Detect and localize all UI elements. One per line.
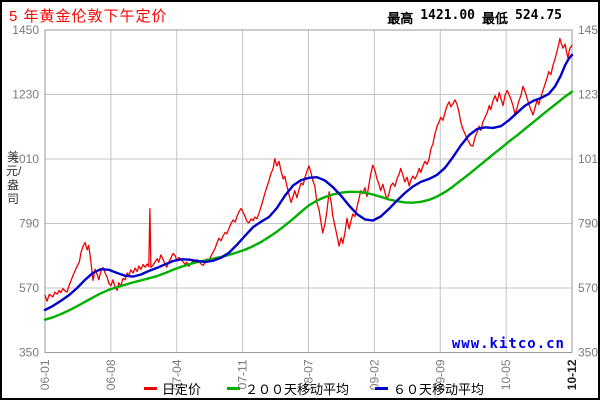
ma200-line-swatch <box>227 387 241 390</box>
x-tick: 06-01 <box>38 359 52 390</box>
legend-item-daily: 日定价 <box>144 379 201 398</box>
high-label: 最高 <box>387 12 414 27</box>
y-tick-left: 350 <box>19 346 39 360</box>
grid <box>44 29 573 353</box>
y-tick-right: 1010 <box>578 152 600 166</box>
x-tick: 06-08 <box>104 359 118 390</box>
y-tick-left: 570 <box>19 281 39 295</box>
y-tick-left: 790 <box>19 217 39 231</box>
y-tick-right: 790 <box>578 217 598 231</box>
y-axis-unit-label: 美元/盎司 <box>6 150 22 206</box>
y-tick-left: 1010 <box>12 152 39 166</box>
high-value: 1421.00 <box>420 8 476 23</box>
legend-item-ma200: ２００天移动平均 <box>227 379 349 398</box>
legend-label-ma60: ６０天移动平均 <box>393 382 485 397</box>
y-tick-right: 1450 <box>578 23 600 37</box>
x-tick: 10-05 <box>499 359 513 390</box>
chart-legend: 日定价 ２００天移动平均 ６０天移动平均 <box>144 379 484 398</box>
x-tick: 08-07 <box>302 359 316 390</box>
y-tick-right: 570 <box>578 281 598 295</box>
page-title: 5 年黄金伦敦下午定价 <box>9 8 168 25</box>
series-line-daily <box>44 37 573 302</box>
legend-label-daily: 日定价 <box>162 382 202 397</box>
high-low-stats: 最高 1421.00 最低 524.75 <box>387 8 562 27</box>
plot-frame <box>44 29 573 353</box>
low-value: 524.75 <box>515 8 562 23</box>
y-tick-left: 1230 <box>12 88 39 102</box>
x-tick: 09-09 <box>433 359 447 390</box>
ma60-line-swatch <box>375 387 389 390</box>
y-tick-left: 1450 <box>12 23 39 37</box>
legend-item-ma60: ６０天移动平均 <box>375 379 484 398</box>
daily-line-swatch <box>144 387 157 390</box>
x-tick: 07-11 <box>236 359 250 389</box>
axis-tick-labels: 1450 1450 1230 1230 1010 1010 790 790 570 570 350 3… <box>12 23 600 390</box>
x-tick: 07-04 <box>170 359 184 390</box>
series-line-ma200 <box>43 90 574 321</box>
y-tick-right: 350 <box>578 346 598 360</box>
series-line-ma60 <box>43 53 574 312</box>
low-label: 最低 <box>482 12 509 27</box>
y-tick-right: 1230 <box>578 88 600 102</box>
legend-label-ma200: ２００天移动平均 <box>245 382 350 397</box>
x-tick: 10-12 <box>565 359 579 390</box>
x-tick: 09-02 <box>367 359 381 390</box>
kitco-watermark-link[interactable]: www.kitco.cn <box>451 336 565 352</box>
